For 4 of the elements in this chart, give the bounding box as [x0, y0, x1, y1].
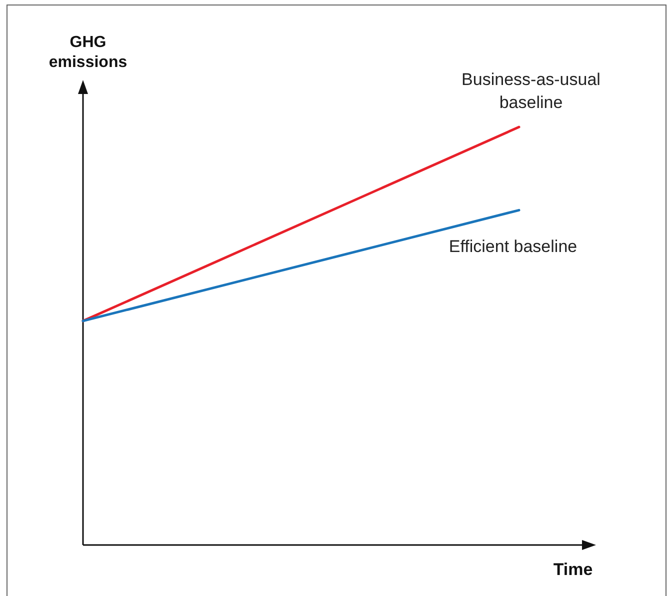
text: Business-as-usual baseline: [462, 70, 600, 112]
series-label: Efficient baseline: [448, 237, 578, 256]
y-axis-title: GHG emissions: [48, 34, 128, 71]
x-axis-title: Time: [553, 560, 593, 579]
